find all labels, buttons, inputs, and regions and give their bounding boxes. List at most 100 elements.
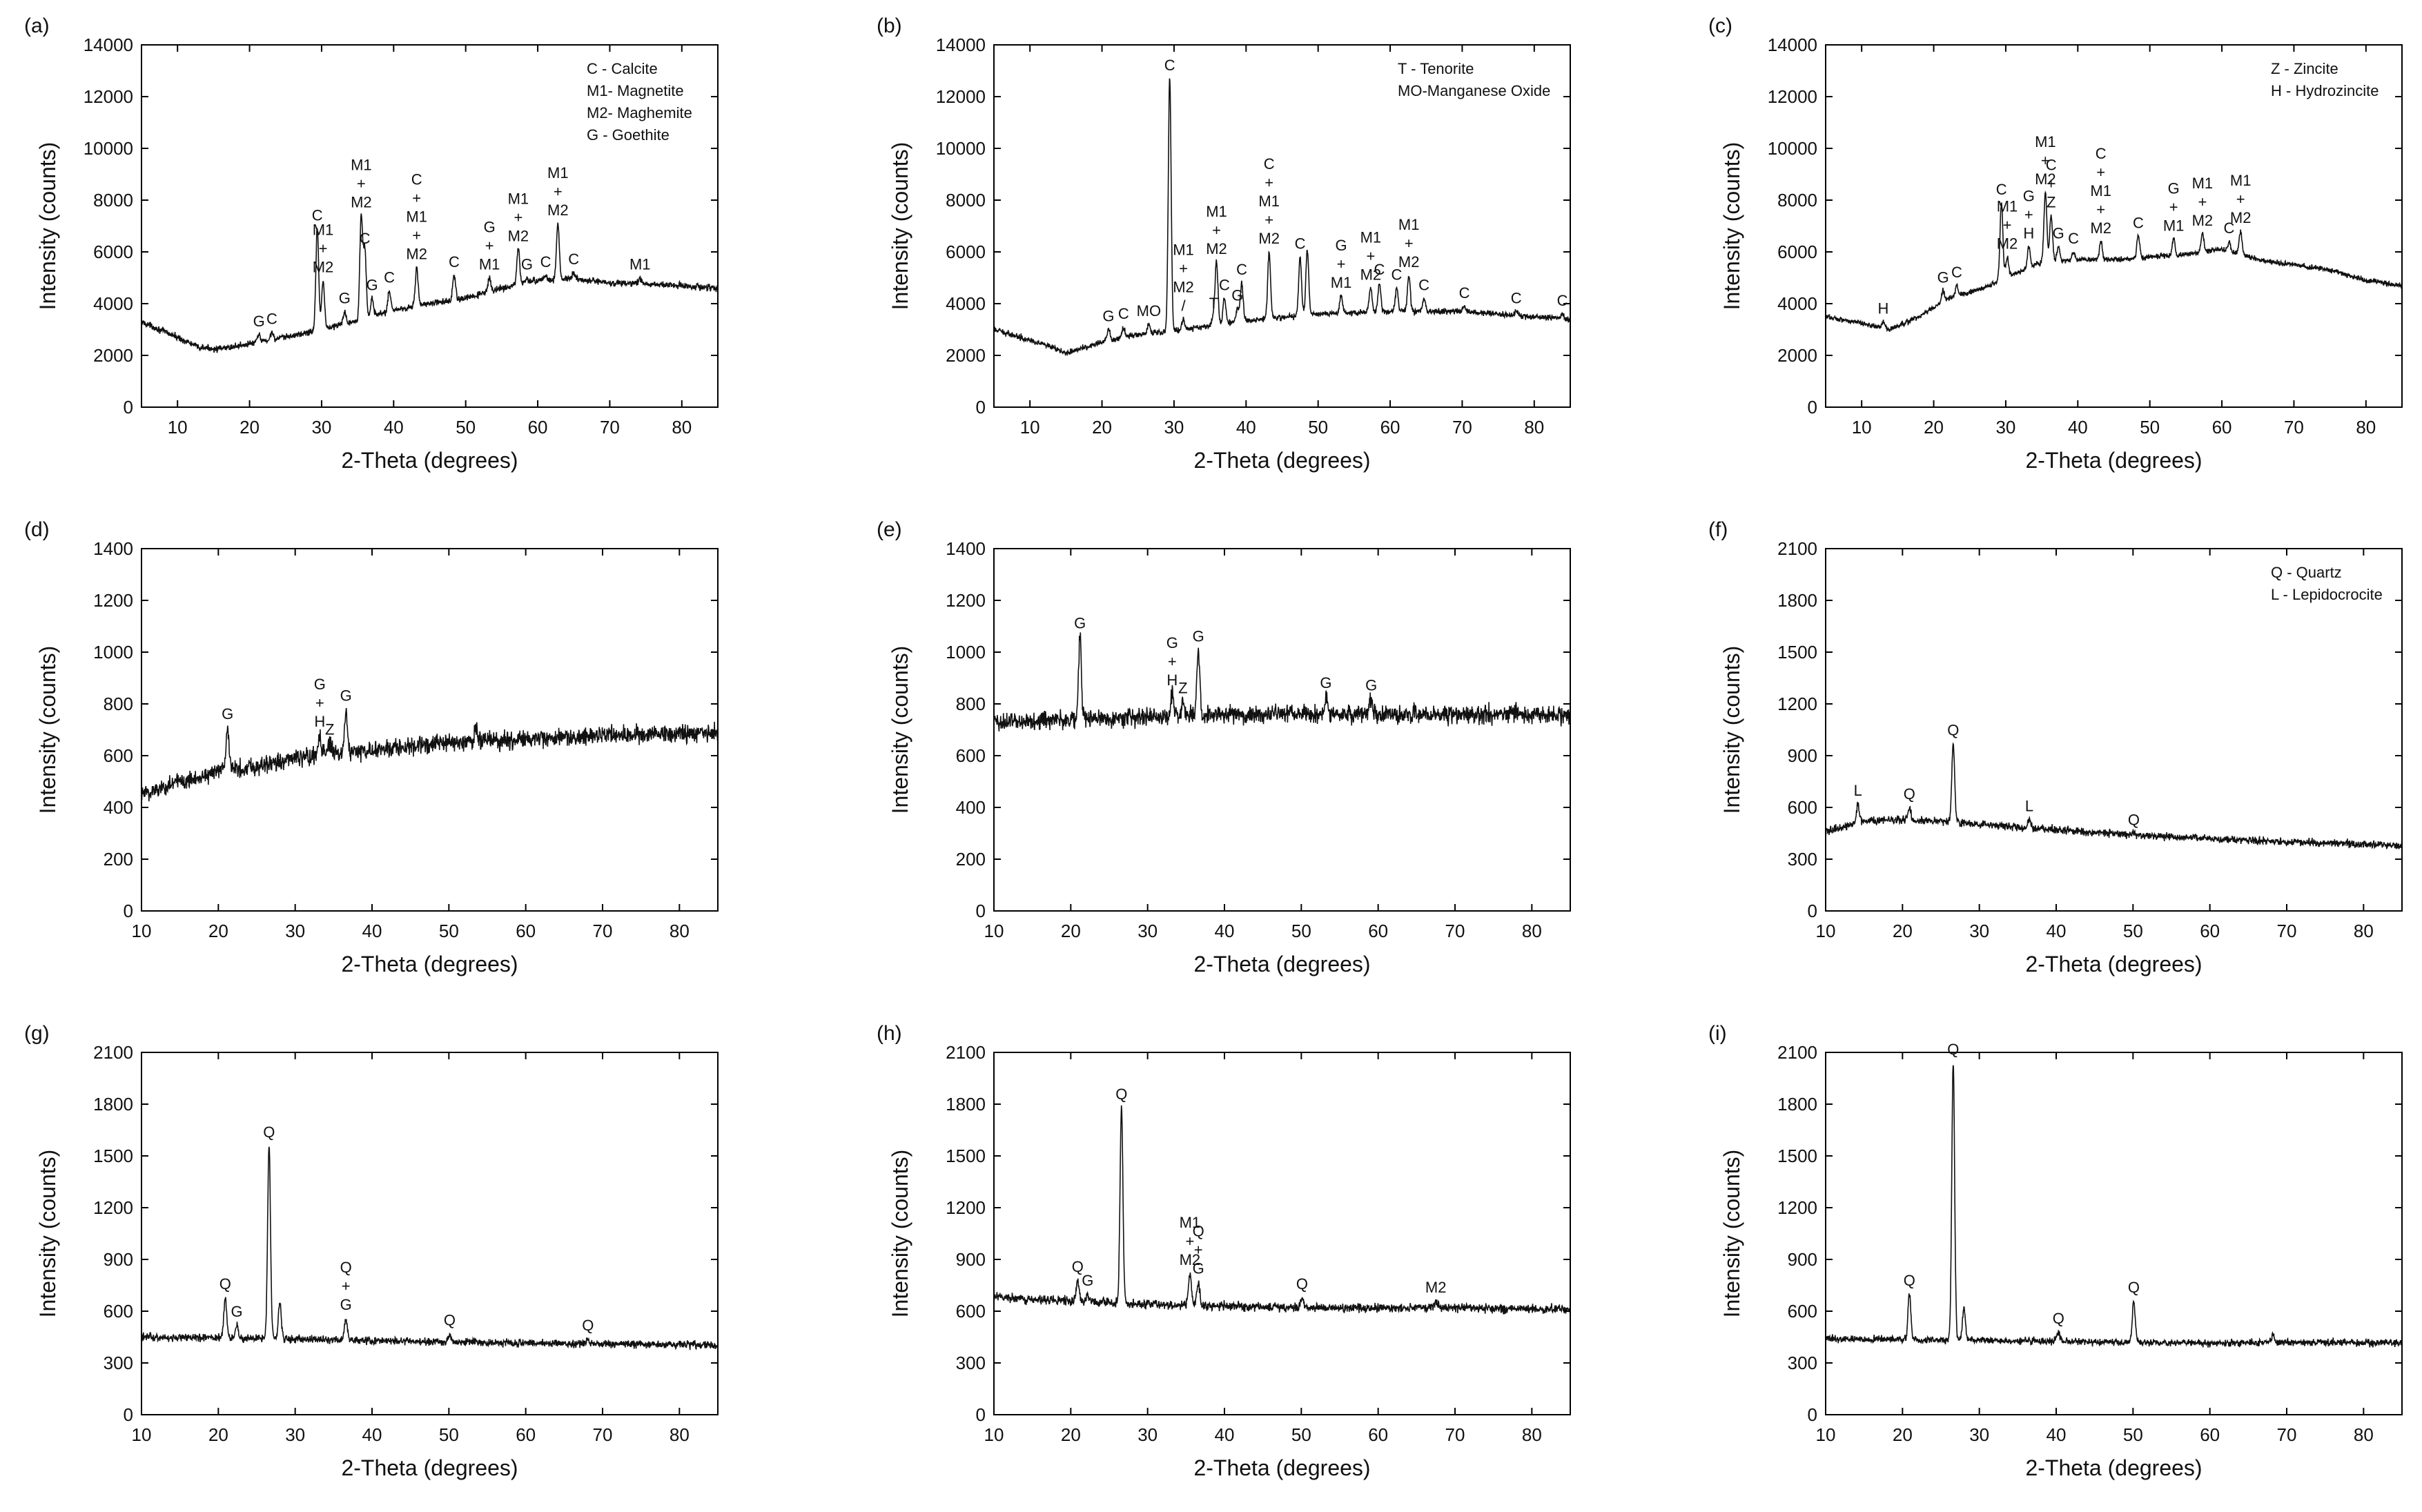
peak-label: M2 — [2230, 209, 2252, 226]
x-tick-label: 10 — [168, 417, 188, 438]
y-tick-label: 600 — [104, 745, 133, 766]
y-tick-label: 1500 — [1777, 1146, 1817, 1166]
peak-label: Q — [1193, 1223, 1204, 1240]
peak-label: C — [540, 253, 551, 271]
peak-label: C — [1996, 181, 2007, 198]
y-axis-title: Intensity (counts) — [888, 646, 912, 814]
y-tick-label: 600 — [956, 1301, 986, 1322]
x-tick-label: 80 — [1522, 1424, 1542, 1445]
chart-panel-i: (i) 10 20 30 40 50 60 70 80 0 300 600 900 1200 1500 180… — [1708, 1022, 2403, 1480]
peak-label: Q — [2053, 1310, 2064, 1327]
peak-label: C — [1557, 292, 1568, 309]
plot-frame — [1825, 548, 2403, 912]
x-tick-label: 60 — [1380, 417, 1400, 438]
peak-label: Q — [1072, 1258, 1084, 1275]
x-tick-label: 80 — [1522, 921, 1542, 941]
peak-label: G — [340, 687, 352, 705]
peak-label: M2 — [1360, 266, 1382, 284]
y-tick-label: 8000 — [93, 190, 133, 210]
y-tick-label: 6000 — [946, 242, 986, 262]
x-tick-label: 30 — [1164, 417, 1184, 438]
peak-label: + — [2236, 190, 2245, 208]
x-axis-title: 2-Theta (degrees) — [341, 1455, 518, 1480]
peak-label: Q — [340, 1259, 352, 1276]
y-tick-label: 0 — [1808, 397, 1817, 418]
y-tick-label: 8000 — [946, 190, 986, 210]
x-tick-label: 10 — [132, 1424, 152, 1445]
peak-label: + — [2096, 164, 2105, 181]
peak-label: G — [1193, 1260, 1204, 1277]
peak-label: + — [315, 694, 324, 711]
y-tick-label: 300 — [104, 1353, 133, 1373]
plot-frame — [1825, 44, 2403, 408]
x-tick-label: 10 — [132, 921, 152, 941]
y-tick-label: 1000 — [93, 642, 133, 662]
peak-label: / — [1181, 297, 1186, 315]
y-tick-label: 200 — [956, 849, 986, 870]
peak-label: C — [449, 253, 460, 271]
peak-label: G — [1937, 268, 1949, 286]
x-tick-label: 70 — [2277, 921, 2297, 941]
peak-label: G — [231, 1303, 242, 1320]
peak-label: + — [1337, 255, 1346, 273]
chart-panel-d: (d)10 20 30 40 50 60 70 80020040060080010001200… — [24, 518, 719, 976]
x-tick-label: 80 — [2356, 417, 2376, 438]
peak-label: + — [2198, 193, 2207, 210]
peak-label: M1 — [2035, 133, 2056, 150]
x-tick-label: 20 — [1061, 921, 1081, 941]
y-tick-label: 800 — [956, 694, 986, 714]
peak-label: Q — [1115, 1086, 1127, 1103]
peak-label: + — [1185, 1233, 1194, 1250]
y-tick-label: 900 — [1788, 1249, 1817, 1270]
peak-label: C — [2224, 219, 2235, 237]
y-tick-label: 4000 — [1777, 293, 1817, 314]
x-tick-label: 60 — [516, 1424, 536, 1445]
panel-label: (e) — [877, 518, 902, 541]
x-tick-label: 70 — [2277, 1424, 2297, 1445]
y-tick-label: 1200 — [93, 1197, 133, 1218]
x-tick-label: 30 — [285, 921, 305, 941]
peak-label: + — [1179, 260, 1188, 277]
plot-frame — [993, 1052, 1571, 1415]
x-tick-label: 30 — [1969, 921, 1989, 941]
x-tick-label: 40 — [2047, 921, 2067, 941]
peak-label: Q — [1947, 722, 1959, 739]
x-tick-label: 70 — [1445, 921, 1465, 941]
x-tick-label: 70 — [593, 921, 613, 941]
x-tick-label: 60 — [1368, 921, 1388, 941]
y-tick-label: 0 — [124, 901, 133, 921]
y-tick-label: 1500 — [1777, 642, 1817, 662]
chart-panel-b: (b) 10 20 30 40 50 60 70 80 0 2000 4000 6000 8000 1000… — [877, 14, 1571, 473]
peak-label: M1 — [1173, 242, 1194, 259]
peak-label: C — [1391, 266, 1403, 284]
peak-label: + — [2047, 175, 2055, 193]
peak-label: C — [266, 310, 277, 327]
x-tick-label: 30 — [1137, 921, 1158, 941]
panel-label: (b) — [877, 14, 902, 37]
peak-label: M1 — [1180, 1214, 1201, 1231]
peak-label: C — [568, 251, 579, 268]
plot-frame — [141, 548, 719, 912]
y-axis-title: Intensity (counts) — [888, 1150, 912, 1318]
y-tick-label: 0 — [1808, 901, 1817, 921]
x-axis-title: 2-Theta (degrees) — [2025, 1455, 2202, 1480]
peak-label: H — [2023, 225, 2034, 242]
peak-label: M1 — [1331, 274, 1352, 291]
x-tick-label: 20 — [1092, 417, 1112, 438]
diffraction-trace — [1825, 742, 2403, 850]
peak-label: + — [2024, 206, 2033, 224]
peak-label: C — [2096, 145, 2107, 162]
legend-entry: C - Calcite — [587, 60, 658, 77]
peak-label: + — [2169, 198, 2178, 215]
chart-panel-f: (f) 10 20 30 40 50 60 70 80 0 300 600 900 1200 1500 180… — [1708, 518, 2403, 976]
x-tick-label: 10 — [1020, 417, 1040, 438]
y-tick-label: 2100 — [1777, 538, 1817, 559]
x-axis-title: 2-Theta (degrees) — [1193, 1455, 1370, 1480]
x-tick-label: 70 — [2284, 417, 2304, 438]
peak-label: M2 — [2090, 219, 2111, 237]
x-tick-label: 20 — [208, 1424, 228, 1445]
x-tick-label: 60 — [2200, 921, 2220, 941]
x-tick-label: 10 — [984, 921, 1004, 941]
y-tick-label: 0 — [124, 397, 133, 418]
